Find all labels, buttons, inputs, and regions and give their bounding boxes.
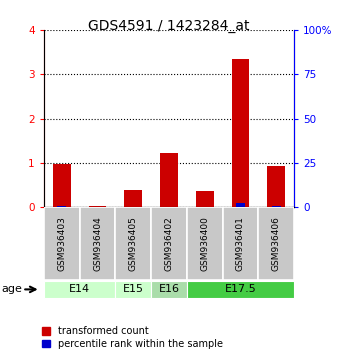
Text: GSM936403: GSM936403	[57, 216, 66, 271]
Bar	[258, 207, 294, 280]
Text: GSM936404: GSM936404	[93, 216, 102, 271]
Text: GSM936401: GSM936401	[236, 216, 245, 271]
Bar	[165, 206, 173, 207]
Bar	[115, 281, 151, 298]
Bar	[53, 164, 71, 207]
Bar	[89, 206, 106, 207]
Bar	[151, 207, 187, 280]
Bar	[272, 206, 281, 207]
Bar	[44, 281, 115, 298]
Bar	[187, 281, 294, 298]
Text: GSM936406: GSM936406	[272, 216, 281, 271]
Bar	[236, 203, 245, 207]
Text: GSM936402: GSM936402	[165, 216, 173, 271]
Bar	[124, 190, 142, 207]
Text: E16: E16	[159, 284, 179, 294]
Bar	[232, 59, 249, 207]
Text: GSM936405: GSM936405	[129, 216, 138, 271]
Legend: transformed count, percentile rank within the sample: transformed count, percentile rank withi…	[42, 326, 223, 349]
Bar	[187, 207, 223, 280]
Text: E14: E14	[69, 284, 90, 294]
Text: GSM936400: GSM936400	[200, 216, 209, 271]
Text: E17.5: E17.5	[224, 284, 256, 294]
Bar	[57, 206, 66, 207]
Bar	[44, 207, 80, 280]
Bar	[80, 207, 115, 280]
Text: E15: E15	[123, 284, 144, 294]
Text: age: age	[2, 284, 23, 295]
Bar	[115, 207, 151, 280]
Text: GDS4591 / 1423284_at: GDS4591 / 1423284_at	[88, 19, 250, 34]
Bar	[223, 207, 258, 280]
Bar	[160, 153, 178, 207]
Bar	[196, 191, 214, 207]
Bar	[151, 281, 187, 298]
Bar	[267, 166, 285, 207]
